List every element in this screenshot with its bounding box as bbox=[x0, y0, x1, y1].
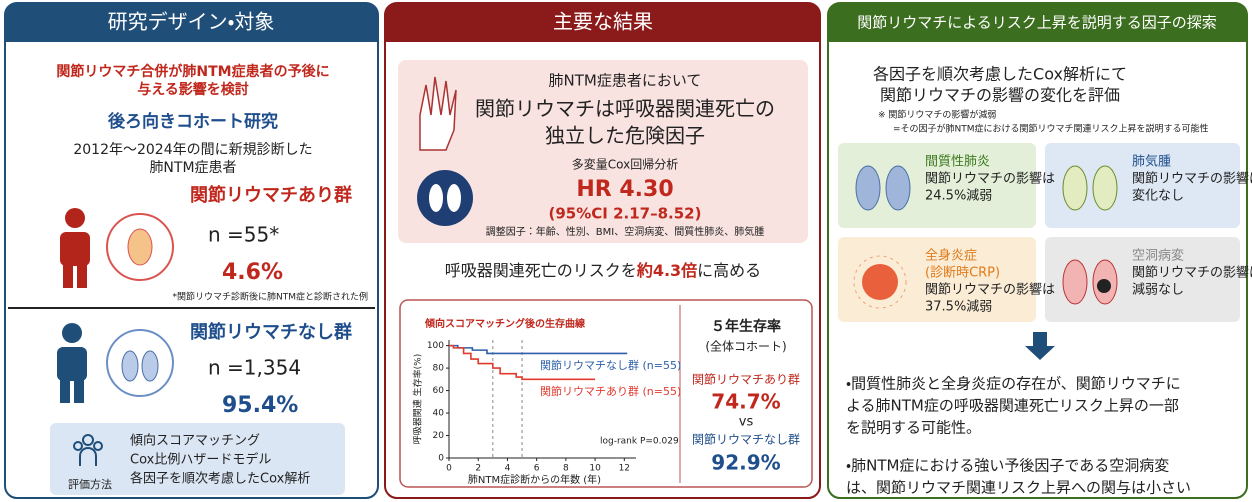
conclusion: を説明する可能性。 bbox=[846, 419, 981, 437]
footnote: *関節リウマチ診断後に肺NTM症と診断された例 bbox=[173, 291, 369, 303]
adjustment: 調整因子：年齢、性別、BMI、空洞病変、間質性肺炎、肺気腫 bbox=[486, 225, 764, 238]
factor-text: 関節リウマチの影響は bbox=[1132, 265, 1252, 281]
factor-text: 関節リウマチの影響は bbox=[925, 171, 1055, 187]
method-item: 各因子を順次考慮したCox解析 bbox=[130, 471, 310, 487]
panel-header: 関節リウマチによるリスク上昇を説明する因子の探索 bbox=[857, 14, 1217, 32]
chart-title: 傾向スコアマッチング後の生存曲線 bbox=[424, 317, 586, 330]
intro: 関節リウマチの影響の変化を評価 bbox=[880, 86, 1120, 105]
confidence-interval: (95%CI 2.17–8.52) bbox=[549, 205, 702, 223]
y-tick-label: 100 bbox=[427, 341, 444, 351]
x-tick-label: 0 bbox=[446, 464, 452, 474]
factor-text: 変化なし bbox=[1132, 188, 1184, 204]
factor-title: 間質性肺炎 bbox=[925, 154, 990, 170]
conclusion: ・肺NTM症における強い予後因子である空洞病変 bbox=[846, 457, 1169, 475]
intro: 肺NTM症患者において bbox=[549, 72, 702, 90]
factor-text: 24.5%減弱 bbox=[925, 188, 992, 204]
aim: 関節リウマチ合併が肺NTM症患者の予後に bbox=[56, 63, 329, 80]
finding: 関節リウマチは呼吸器関連死亡の bbox=[475, 97, 775, 121]
panel-header: 研究デザイン・対象 bbox=[108, 10, 275, 34]
x-tick-label: 8 bbox=[563, 464, 569, 474]
hazard-ratio: HR 4.30 bbox=[576, 177, 673, 202]
lung-icon bbox=[107, 330, 173, 396]
population: 肺NTM症患者 bbox=[149, 160, 236, 176]
group-name: 関節リウマチなし群 bbox=[190, 321, 352, 343]
factor-text: 減弱なし bbox=[1132, 282, 1184, 298]
legend-label: 関節リウマチあり群 (n=55) bbox=[540, 384, 681, 398]
annotation: log-rank P=0.029 bbox=[600, 437, 679, 447]
x-tick-label: 6 bbox=[534, 464, 540, 474]
y-tick-label: 80 bbox=[433, 364, 445, 374]
lung-shape bbox=[429, 184, 443, 212]
group-pct: 4.6% bbox=[222, 260, 283, 285]
x-tick-label: 4 bbox=[505, 464, 511, 474]
methods-label: 評価方法 bbox=[68, 477, 112, 491]
finding: 独立した危険因子 bbox=[545, 124, 705, 148]
lung-shape bbox=[142, 351, 158, 381]
factor-text: 37.5%減弱 bbox=[925, 299, 992, 315]
factor-title: 肺気腫 bbox=[1132, 154, 1171, 170]
lung-shape bbox=[122, 351, 138, 381]
analysis: 多変量Cox回帰分析 bbox=[572, 157, 678, 172]
conclusion: は、関節リウマチ関連リスク上昇への関与は小さい bbox=[846, 479, 1191, 497]
joint-shape bbox=[128, 229, 152, 265]
lung-badge bbox=[417, 170, 473, 226]
conclusion: ・間質性肺炎と全身炎症の存在が、関節リウマチに bbox=[846, 375, 1181, 393]
intro: 各因子を順次考慮したCox解析にて bbox=[873, 65, 1127, 84]
x-tick-label: 12 bbox=[619, 464, 630, 474]
vs: vs bbox=[739, 415, 754, 430]
aim: 与える影響を検討 bbox=[137, 81, 249, 98]
note: ※ 関節リウマチの影響が減弱 bbox=[878, 109, 996, 121]
group-label: 関節リウマチあり群 bbox=[692, 373, 800, 387]
summary-part: に高める bbox=[697, 261, 761, 280]
legend-label: 関節リウマチなし群 (n=55) bbox=[540, 358, 681, 372]
design: 後ろ向きコホート研究 bbox=[107, 111, 278, 132]
factor-title: 空洞病変 bbox=[1132, 248, 1184, 264]
survival-value: 92.9% bbox=[711, 451, 780, 475]
y-tick-label: 40 bbox=[433, 409, 445, 419]
x-tick-label: 2 bbox=[475, 464, 481, 474]
panel-header: 主要な結果 bbox=[553, 10, 653, 34]
summary: 呼吸器関連死亡のリスクを約4.3倍に高める bbox=[445, 261, 761, 280]
survival-title: ５年生存率 bbox=[711, 318, 781, 335]
factor-text: 関節リウマチの影響は bbox=[1132, 171, 1252, 187]
factor-title: (診断時CRP) bbox=[925, 265, 1000, 281]
population: 2012年～2024年の間に新規診断した bbox=[73, 142, 312, 158]
group-name: 関節リウマチあり群 bbox=[190, 184, 352, 206]
group-pct: 95.4% bbox=[222, 393, 298, 418]
group-n: n =1,354 bbox=[208, 356, 301, 380]
summary-part: 呼吸器関連死亡のリスクを bbox=[445, 261, 637, 280]
page: { "left": { "header": "研究デザイン・対象", "aim"… bbox=[0, 0, 1252, 502]
note: =その因子が肺NTM症における関節リウマチ関連リスク上昇を説明する可能性 bbox=[893, 123, 1209, 135]
y-tick-label: 60 bbox=[433, 386, 445, 396]
method-item: 傾向スコアマッチング bbox=[130, 433, 260, 449]
survival-sub: (全体コホート) bbox=[705, 340, 786, 354]
method-item: Cox比例ハザードモデル bbox=[130, 452, 271, 468]
group-n: n =55* bbox=[208, 223, 279, 247]
lung-shape bbox=[447, 184, 461, 212]
y-tick-label: 20 bbox=[433, 431, 445, 441]
group-label: 関節リウマチなし群 bbox=[692, 433, 800, 447]
infographic: 研究デザイン・対象関節リウマチ合併が肺NTM症患者の予後に与える影響を検討後ろ向… bbox=[0, 0, 1252, 502]
conclusion: よる肺NTM症の呼吸器関連死亡リスク上昇の一部 bbox=[846, 397, 1179, 415]
y-tick-label: 0 bbox=[438, 454, 444, 464]
factor-title: 全身炎症 bbox=[925, 248, 977, 264]
x-axis-label: 肺NTM症診断からの年数 (年) bbox=[468, 473, 601, 486]
x-tick-label: 10 bbox=[589, 464, 601, 474]
survival-value: 74.7% bbox=[711, 390, 780, 414]
factor-text: 関節リウマチの影響は bbox=[925, 282, 1055, 298]
y-axis-label: 呼吸器関連 生存率(%) bbox=[412, 354, 424, 444]
summary-part: 約4.3倍 bbox=[636, 261, 697, 280]
